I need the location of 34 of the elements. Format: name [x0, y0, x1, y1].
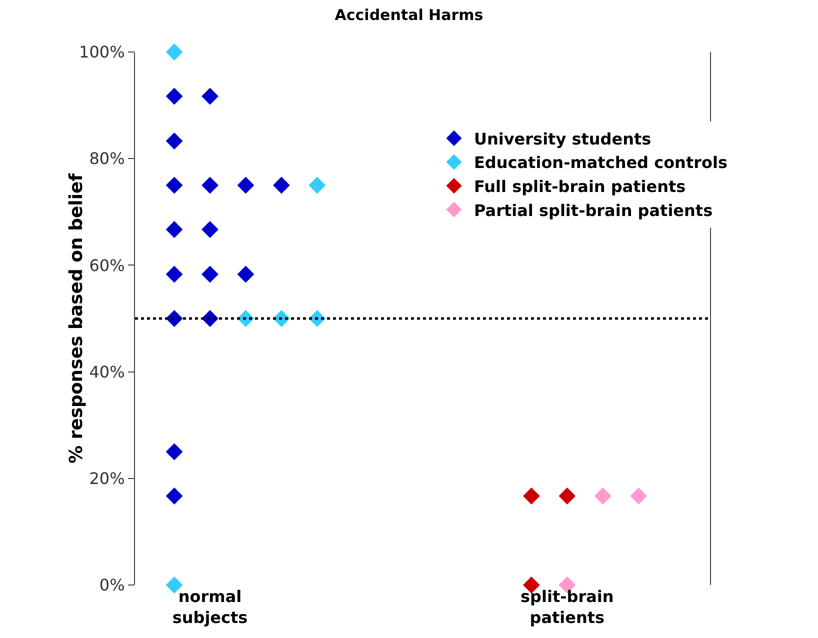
y-tick-label: 100% [79, 42, 125, 62]
point [202, 176, 218, 194]
chart-title: Accidental Harms [334, 6, 484, 24]
point [237, 266, 254, 283]
point [166, 443, 183, 460]
y-tick-label: 80% [89, 149, 125, 168]
point [166, 44, 183, 60]
legend-label: Education-matched controls [474, 153, 728, 172]
point [166, 132, 183, 150]
legend-label: Full split-brain patients [474, 177, 686, 196]
point [202, 88, 218, 105]
point [202, 266, 218, 283]
x-tick-label: split-brain patients [520, 587, 614, 627]
legend-label: Partial split-brain patients [474, 200, 713, 220]
point [594, 488, 612, 504]
point [166, 266, 183, 283]
y-tick-label: 0% [99, 576, 125, 595]
point [630, 488, 648, 504]
point [202, 221, 218, 238]
point [558, 488, 576, 504]
point [166, 88, 183, 105]
x-tick-label: normal subjects [172, 587, 248, 627]
legend-label: University students [474, 129, 652, 148]
point [237, 176, 254, 194]
point [166, 488, 183, 504]
y-tick-label: 40% [89, 362, 125, 382]
point [272, 176, 290, 194]
point [522, 488, 540, 504]
point [166, 176, 183, 194]
point [166, 221, 183, 238]
y-tick-label: 60% [89, 256, 125, 275]
point [308, 176, 326, 194]
y-axis-title: % responses based on belief [66, 173, 88, 464]
y-tick-label: 20% [89, 469, 125, 488]
